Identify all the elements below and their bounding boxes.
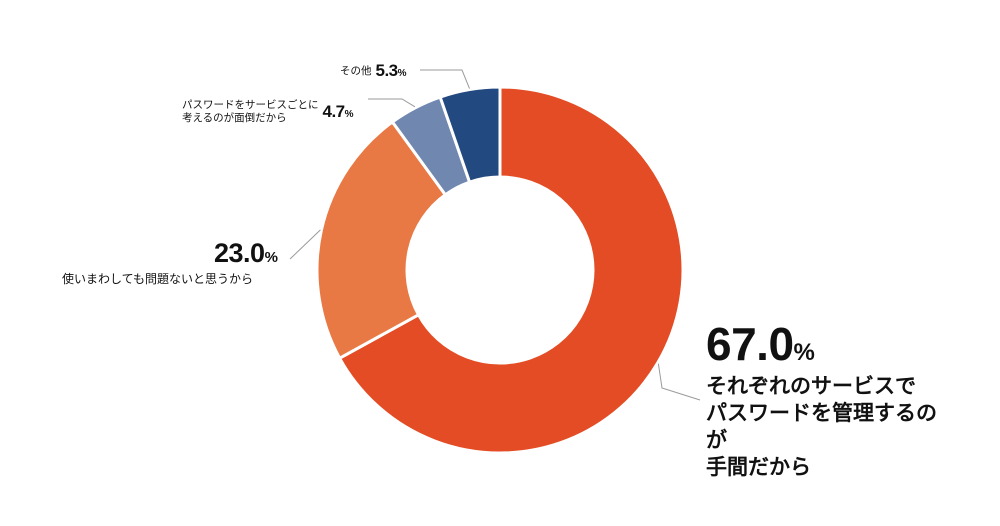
slice-label-4-7: パスワードをサービスごとに 考えるのが面倒だから 4.7% xyxy=(182,99,354,125)
leader-lines xyxy=(289,69,701,401)
slice-category-4-7: パスワードをサービスごとに 考えるのが面倒だから xyxy=(182,99,319,125)
slice-67 xyxy=(337,85,685,455)
category-line: パスワードを管理するのが xyxy=(706,400,937,452)
slice-label-5-3: その他 5.3% xyxy=(340,61,407,81)
category-line: 考えるのが面倒だから xyxy=(182,112,287,125)
leader-line-4-7 xyxy=(368,98,416,108)
leader-line-67 xyxy=(657,363,701,401)
slice-value-4-7: 4.7 xyxy=(322,102,346,122)
slice-category-23: 使いまわしても問題ないと思うから xyxy=(62,272,254,287)
leader-line-5-3 xyxy=(420,69,470,89)
percent-unit: % xyxy=(344,109,354,121)
category-line: 手間だから xyxy=(706,454,811,479)
slice-value-23: 23.0 xyxy=(214,238,265,268)
category-line: パスワードをサービスごとに xyxy=(182,99,319,111)
percent-unit: % xyxy=(264,249,278,266)
slice-23 xyxy=(315,119,448,361)
slice-label-67: 67.0% それぞれのサービスで パスワードを管理するのが 手間だから xyxy=(706,318,946,480)
category-line: それぞれのサービスで xyxy=(706,373,916,398)
slice-category-5-3: その他 xyxy=(340,64,372,77)
slice-label-23: 23.0% 使いまわしても問題ないと思うから xyxy=(62,238,278,287)
slice-value-5-3: 5.3 xyxy=(375,61,399,80)
slice-5-3 xyxy=(438,85,502,185)
donut-slices xyxy=(315,85,685,455)
percent-unit: % xyxy=(397,68,407,79)
percent-unit: % xyxy=(793,339,815,366)
leader-line-23 xyxy=(289,229,321,260)
slice-value-67: 67.0 xyxy=(706,318,794,370)
slice-category-67: それぞれのサービスで パスワードを管理するのが 手間だから xyxy=(706,373,946,481)
